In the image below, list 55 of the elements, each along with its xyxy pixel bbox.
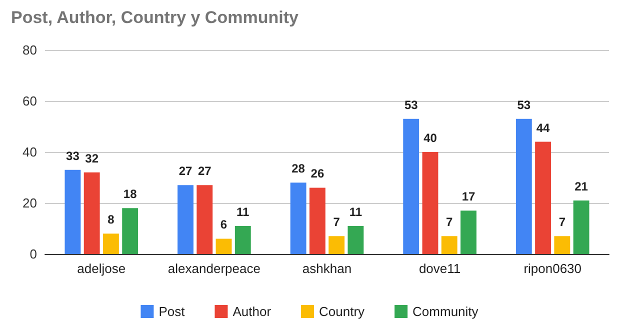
bar	[64, 170, 81, 254]
y-tick-label: 60	[22, 94, 37, 108]
bar	[403, 118, 420, 254]
x-tick-label: ashkhan	[302, 261, 352, 276]
data-label: 18	[123, 187, 138, 202]
data-label: 21	[574, 179, 588, 194]
data-label: 7	[446, 215, 454, 230]
data-label: 32	[85, 151, 99, 166]
bar	[516, 118, 532, 254]
y-tick-label: 40	[22, 144, 37, 160]
bar	[309, 188, 326, 254]
bar	[554, 236, 570, 254]
bar	[216, 238, 232, 254]
data-label: 7	[558, 215, 566, 230]
legend-label: Author	[232, 304, 272, 319]
chart-title: Post, Author, Country y Community	[11, 8, 299, 27]
bar	[441, 236, 458, 254]
bar	[178, 185, 194, 254]
data-label: 7	[333, 215, 340, 230]
bar	[422, 152, 438, 254]
x-tick-label: ripon0630	[524, 261, 582, 276]
data-label: 27	[178, 164, 193, 178]
data-label: 17	[462, 190, 476, 204]
bar	[348, 226, 364, 254]
y-tick-label: 20	[22, 196, 37, 210]
data-label: 8	[108, 212, 115, 227]
data-label: 11	[349, 204, 362, 219]
data-label: 27	[198, 164, 212, 178]
bar	[460, 210, 476, 254]
data-label: 26	[310, 166, 324, 181]
bar	[573, 200, 590, 254]
legend-label: Country	[319, 304, 366, 319]
bar	[234, 226, 251, 254]
bar	[290, 182, 306, 254]
legend-label: Post	[158, 304, 186, 319]
x-tick-label: adeljose	[77, 261, 126, 276]
bar	[196, 185, 213, 254]
data-label: 40	[424, 131, 438, 145]
x-tick-label: alexanderpeace	[168, 261, 260, 276]
bar	[535, 142, 552, 254]
data-label: 6	[220, 218, 228, 232]
bar	[122, 208, 138, 254]
data-label: 28	[292, 162, 306, 176]
data-label: 53	[517, 98, 531, 112]
data-label: 53	[404, 98, 418, 112]
y-tick-label: 80	[22, 42, 37, 58]
bar	[84, 172, 100, 254]
data-label: 44	[536, 120, 550, 135]
x-tick-label: dove11	[418, 261, 461, 276]
data-label: 11	[236, 204, 250, 219]
y-tick-label: 0	[30, 246, 37, 262]
data-label: 33	[66, 148, 80, 163]
bar	[328, 236, 345, 254]
bar	[102, 234, 119, 254]
legend-label: Community	[412, 304, 479, 319]
